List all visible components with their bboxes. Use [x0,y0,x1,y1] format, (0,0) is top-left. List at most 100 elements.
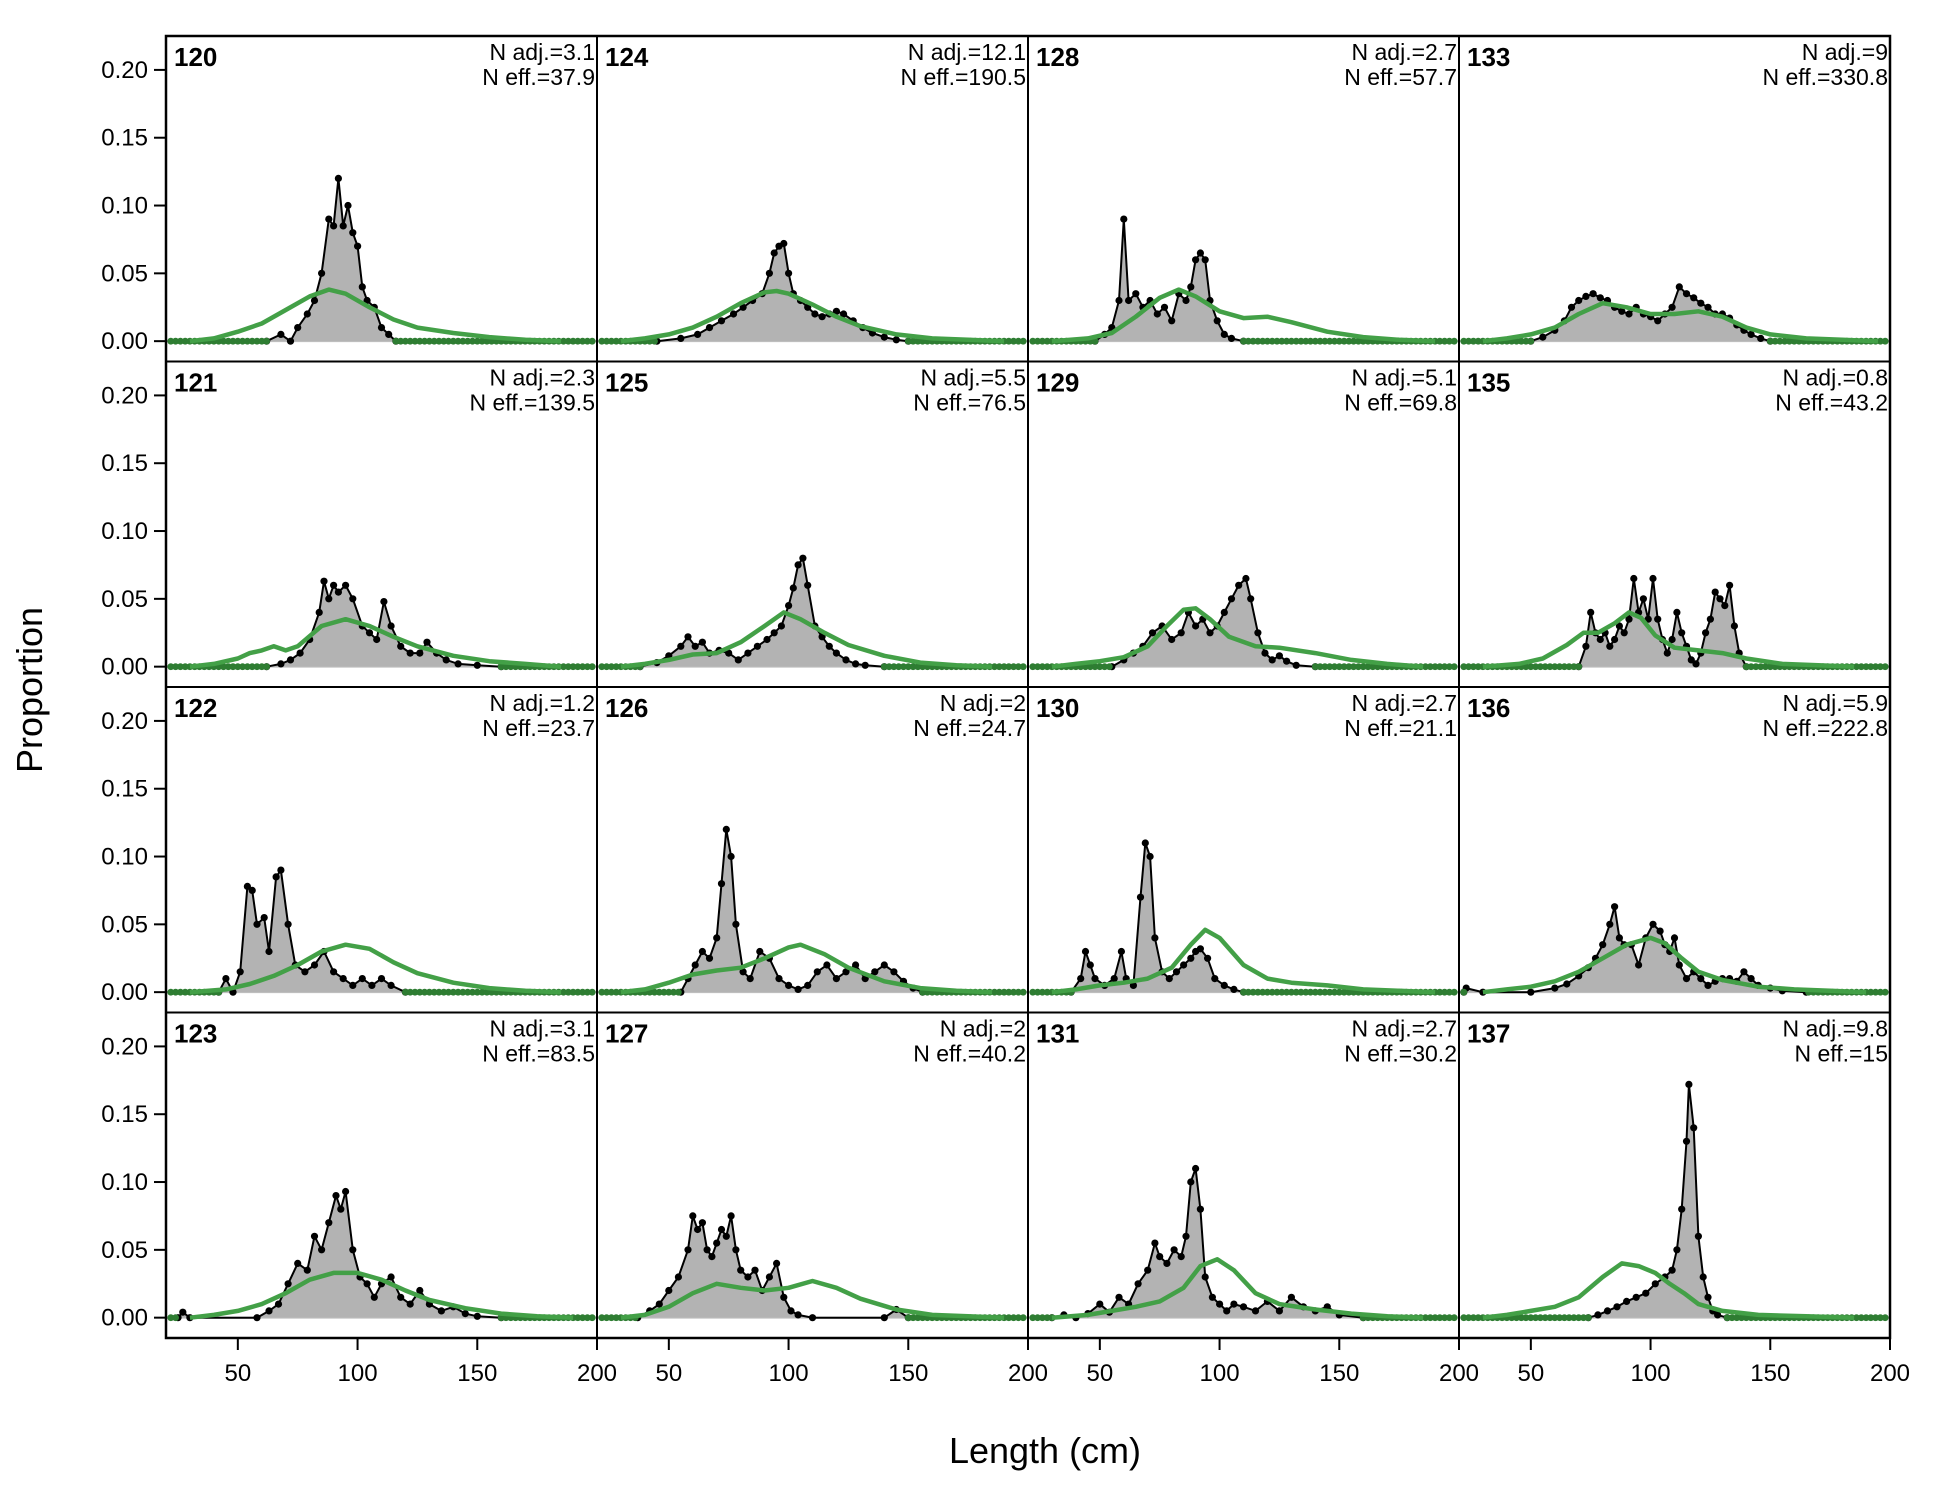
zero-point [1575,1314,1583,1322]
zero-point [1742,663,1750,671]
zero-point [904,663,912,671]
y-tick-label: 0.00 [101,328,148,355]
n-eff-label: N eff.=330.8 [1762,64,1888,90]
zero-point [1106,663,1113,671]
panel-123: 123 N adj.=3.1N eff.=83.5 [165,1011,598,1339]
zero-point [1307,337,1314,345]
observed-point [729,310,738,318]
zero-point [1039,337,1046,345]
y-tick-label: 0.10 [101,518,148,545]
observed-area [1111,578,1316,667]
panel-label: 120 [174,42,217,72]
zero-point [258,337,266,345]
y-tick-label: 0.20 [101,57,148,84]
zero-point [598,337,606,345]
observed-point [751,1266,759,1274]
zero-point [1541,1314,1549,1322]
observed-point [284,1280,292,1288]
zero-point [560,663,567,671]
observed-point [277,866,285,874]
zero-point [1881,1314,1889,1322]
observed-point [377,324,386,332]
observed-point [1196,1205,1204,1213]
observed-point [1747,330,1755,338]
zero-point [1369,663,1377,671]
observed-point [1594,1311,1602,1319]
zero-point [473,988,481,996]
observed-point [717,1225,726,1234]
observed-point [1261,649,1269,657]
observed-point [1196,249,1204,257]
zero-point [1043,337,1051,345]
zero-point [239,337,247,345]
observed-point [325,215,333,223]
zero-point [435,337,443,345]
observed-point [1196,945,1204,953]
observed-area [1530,286,1771,342]
observed-point [1685,1080,1693,1088]
zero-point [1273,988,1281,996]
observed-point [1091,975,1099,983]
observed-point [698,947,707,956]
zero-point [454,988,462,996]
zero-point [1465,1314,1472,1322]
observed-point [368,981,376,990]
observed-point [1687,656,1695,664]
zero-point [608,988,615,996]
zero-point [1513,337,1520,345]
observed-point [1148,629,1157,637]
zero-point [1517,1314,1525,1322]
n-adj-label: N adj.=9.8 [1783,1016,1889,1042]
observed-point [294,324,302,332]
zero-point [1470,1314,1477,1322]
zero-point [1015,337,1022,345]
n-eff-label: N eff.=24.7 [913,715,1026,741]
observed-point [890,968,898,976]
zero-point [1446,337,1453,345]
zero-point [991,988,998,996]
zero-point [263,663,270,671]
observed-point [1216,1300,1224,1308]
n-adj-label: N adj.=2.7 [1352,690,1458,716]
n-adj-label: N adj.=2 [940,690,1026,716]
y-tick-label: 0.00 [101,979,148,1006]
observed-point [1649,574,1657,583]
zero-point [914,1314,922,1322]
zero-point [1096,663,1104,671]
observed-point [1704,1293,1712,1301]
observed-point [1165,975,1173,983]
zero-point [1872,1314,1879,1322]
observed-point [1146,852,1154,861]
zero-point [1556,663,1563,671]
observed-point [871,968,879,976]
observed-point [1115,296,1123,305]
observed-point [1182,1232,1190,1240]
zero-point [1029,663,1037,671]
zero-point [1345,988,1353,996]
observed-point [1120,215,1128,223]
observed-point [1168,317,1176,325]
zero-point [1326,337,1334,345]
observed-point [1180,961,1188,969]
zero-point [588,988,596,996]
panel-135: 135 N adj.=0.8N eff.=43.2 [1458,360,1891,688]
zero-point [1781,337,1788,345]
observed-point [1618,307,1626,315]
zero-point [177,337,184,345]
zero-point [1436,988,1444,996]
observed-point [1747,975,1755,983]
observed-point [1141,839,1149,847]
zero-point [1283,337,1290,345]
observed-point [765,269,774,277]
observed-point [1582,642,1590,650]
zero-point [1302,337,1310,345]
observed-point [785,981,793,990]
zero-point [579,337,586,345]
observed-point [1682,1137,1691,1145]
observed-point [677,642,685,650]
zero-point [1474,337,1482,345]
observed-point [739,303,747,311]
observed-point [739,968,747,976]
observed-point [705,954,714,962]
